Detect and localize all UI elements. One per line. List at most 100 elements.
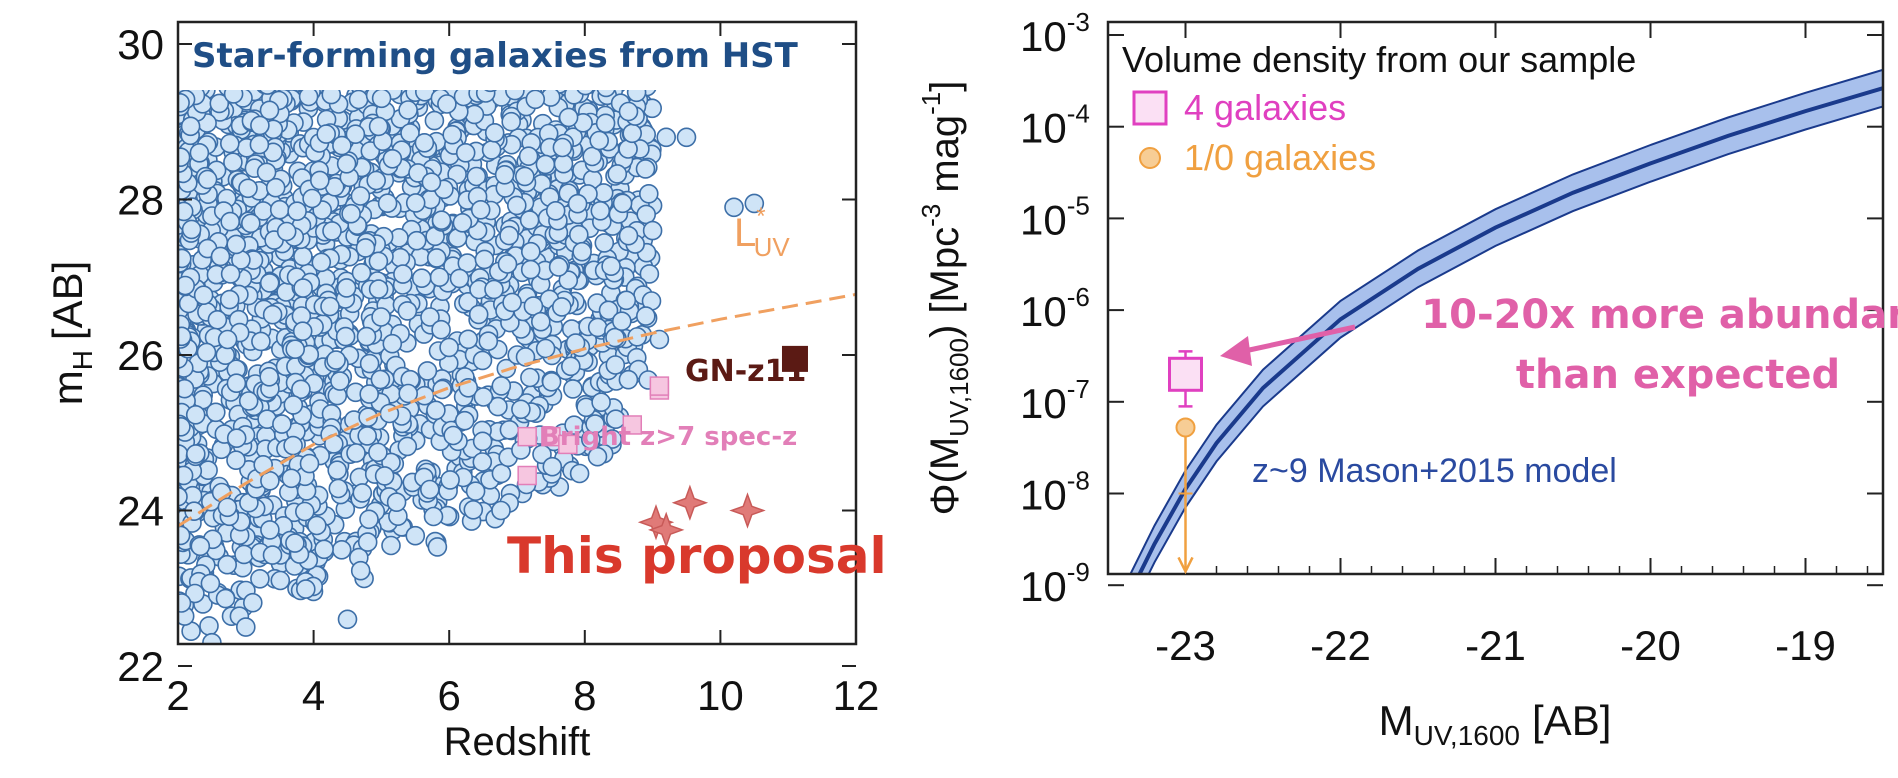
hst-galaxy-point <box>421 172 442 192</box>
left-y-axis-label: mH[AB] <box>44 261 98 406</box>
x-tick-label: -21 <box>1465 622 1526 669</box>
y-tick-label: 26 <box>117 332 164 379</box>
hst-galaxy-point <box>466 166 487 187</box>
hst-galaxy-point <box>636 22 645 23</box>
hst-galaxy-point <box>371 307 391 327</box>
hst-galaxy-point <box>341 203 361 224</box>
hst-galaxy-point <box>366 170 387 191</box>
hst-galaxy-point <box>331 539 352 560</box>
x-tick-label: 10 <box>697 672 744 719</box>
hst-galaxy-point <box>181 219 202 240</box>
hst-galaxy-point <box>262 304 283 325</box>
hst-galaxy-point <box>238 391 259 411</box>
hst-galaxy-point <box>442 124 463 145</box>
hst-galaxy-point <box>381 535 401 556</box>
hst-galaxy-point <box>289 0 307 17</box>
hst-galaxy-point <box>519 210 540 230</box>
hst-galaxy-point <box>439 337 459 358</box>
left-y-ticks: 22 24 26 28 30 <box>117 21 856 690</box>
hst-galaxy-point <box>474 249 495 270</box>
hst-galaxy-point <box>268 0 286 18</box>
hst-galaxy-point <box>178 378 195 399</box>
hst-galaxy-point <box>390 247 411 268</box>
hst-galaxy-point <box>368 442 388 463</box>
hst-galaxy-point <box>282 0 300 17</box>
hst-galaxy-point <box>359 353 380 374</box>
hst-galaxy-point <box>287 201 307 221</box>
hst-galaxy-point <box>580 0 598 15</box>
hst-galaxy-point <box>452 213 473 233</box>
hst-galaxy-point <box>420 22 426 23</box>
hst-galaxy-point <box>591 392 611 413</box>
hst-galaxy-point <box>541 22 547 23</box>
hst-galaxy-point <box>601 256 621 277</box>
hst-galaxy-point <box>491 376 512 396</box>
hst-galaxy-point <box>276 221 297 242</box>
spec-z-point <box>517 465 537 486</box>
hst-galaxy-point <box>398 383 419 404</box>
title-backdrop <box>178 22 856 90</box>
gnz11-label: GN-z11 <box>685 354 806 389</box>
hst-galaxy-point <box>272 414 292 434</box>
hst-galaxy-point <box>260 520 280 540</box>
hst-galaxy-point <box>405 193 426 213</box>
hst-galaxy-point <box>622 123 643 144</box>
hst-galaxy-point <box>306 515 327 536</box>
hst-galaxy-point <box>414 133 435 153</box>
hst-galaxy-point <box>359 509 379 530</box>
hst-galaxy-point <box>463 3 481 21</box>
hst-galaxy-point <box>472 452 493 472</box>
hst-galaxy-point <box>579 22 584 23</box>
left-chart-title: Star-forming galaxies from HST <box>192 36 799 76</box>
hst-galaxy-point <box>283 435 303 456</box>
hst-galaxy-point <box>478 331 499 352</box>
hst-galaxy-point <box>178 326 192 347</box>
hst-galaxy-point <box>642 220 663 241</box>
hst-galaxy-point <box>618 101 639 122</box>
hst-galaxy-point <box>603 0 621 17</box>
hst-galaxy-point <box>226 450 246 471</box>
hst-galaxy-point <box>501 111 522 132</box>
hst-galaxy-point <box>426 248 447 268</box>
hst-galaxy-point <box>460 1 478 19</box>
spec-z-point <box>558 434 578 455</box>
legend-label-4-galaxies: 4 galaxies <box>1184 87 1346 128</box>
hst-galaxy-point <box>283 395 304 415</box>
hst-galaxy-point <box>506 195 527 216</box>
proposal-label: This proposal <box>507 527 887 585</box>
hst-galaxy-point <box>497 3 515 21</box>
hst-galaxy-point <box>590 201 611 221</box>
hst-galaxy-point <box>429 267 450 288</box>
hst-galaxy-point <box>587 317 608 338</box>
hst-galaxy-point <box>551 297 572 317</box>
hst-galaxy-point <box>484 123 505 143</box>
hst-galaxy-point <box>368 279 389 299</box>
hst-galaxy-point <box>503 0 521 18</box>
hst-galaxy-point <box>616 290 637 311</box>
hst-galaxy-point <box>209 93 230 114</box>
x-tick-label: -22 <box>1310 622 1371 669</box>
hst-galaxy-point <box>406 0 424 16</box>
point-1-0-galaxies <box>1175 417 1196 438</box>
hst-galaxy-point <box>488 396 508 417</box>
hst-galaxy-point <box>502 292 522 313</box>
hst-galaxy-point <box>200 573 221 594</box>
hst-galaxy-point <box>567 193 588 214</box>
callout-line1: 10-20x more abundant <box>1421 292 1898 338</box>
hst-galaxy-point <box>374 466 395 486</box>
hst-galaxy-point <box>336 154 357 174</box>
hst-galaxy-point <box>250 568 270 589</box>
hst-galaxy-point <box>291 379 311 400</box>
hst-galaxy-point <box>638 184 659 204</box>
x-tick-label: 12 <box>833 672 880 719</box>
hst-galaxy-point <box>298 86 319 107</box>
hst-galaxy-point <box>602 429 623 449</box>
proposal-star <box>671 484 709 521</box>
hst-galaxy-point <box>419 479 440 500</box>
hst-galaxy-point <box>251 331 271 352</box>
hst-galaxy-point <box>426 400 446 421</box>
hst-galaxy-point <box>397 436 418 457</box>
y-tick-label: 28 <box>117 177 164 224</box>
hst-galaxy-point <box>639 264 660 284</box>
